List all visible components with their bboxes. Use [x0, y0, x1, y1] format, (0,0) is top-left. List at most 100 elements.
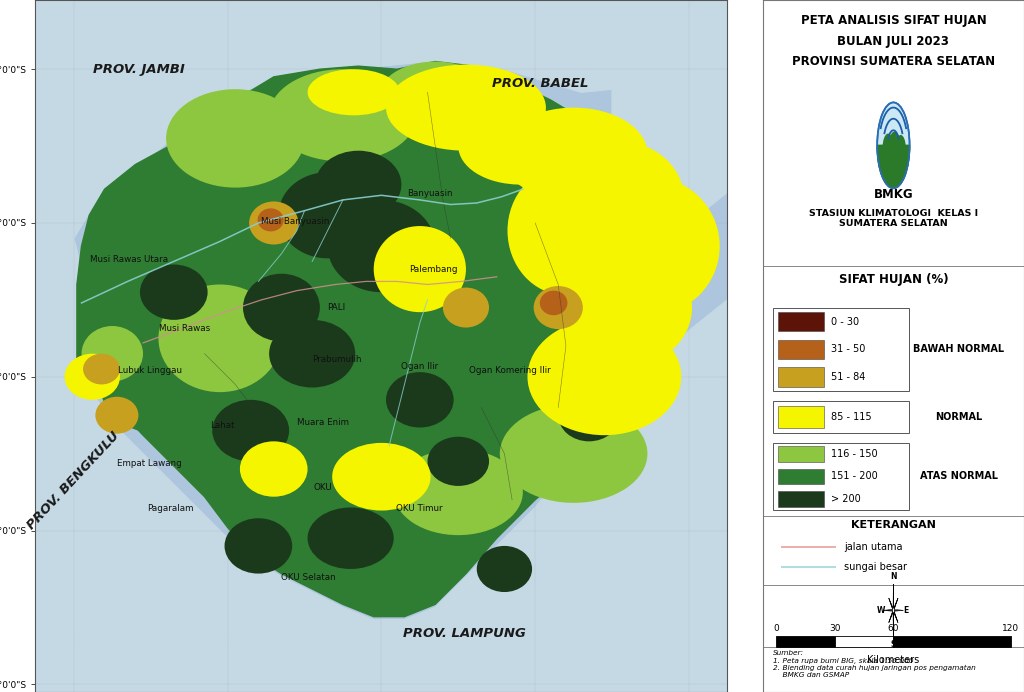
Ellipse shape	[140, 264, 208, 320]
Bar	[778, 491, 824, 507]
Polygon shape	[893, 599, 898, 610]
Polygon shape	[893, 599, 898, 610]
Ellipse shape	[459, 108, 582, 185]
Polygon shape	[878, 145, 909, 188]
Polygon shape	[36, 238, 282, 653]
Ellipse shape	[328, 200, 435, 292]
Ellipse shape	[540, 291, 567, 316]
Ellipse shape	[386, 372, 454, 428]
Bar	[893, 636, 1011, 647]
Text: PROVINSI SUMATERA SELATAN: PROVINSI SUMATERA SELATAN	[792, 55, 995, 69]
Text: OKU Selatan: OKU Selatan	[282, 573, 336, 583]
Ellipse shape	[249, 201, 298, 244]
Text: W: W	[878, 606, 886, 615]
Ellipse shape	[224, 518, 292, 574]
Ellipse shape	[220, 180, 389, 327]
Polygon shape	[889, 599, 893, 610]
Circle shape	[878, 102, 909, 188]
Ellipse shape	[508, 166, 625, 295]
Ellipse shape	[240, 441, 307, 497]
Ellipse shape	[270, 464, 399, 551]
Text: OKU: OKU	[313, 483, 332, 493]
Text: Lahat: Lahat	[210, 421, 234, 430]
Text: 120: 120	[1002, 624, 1020, 633]
Ellipse shape	[582, 177, 720, 316]
Text: Kilometers: Kilometers	[867, 655, 920, 665]
Bar	[778, 340, 824, 359]
Text: 31 - 50: 31 - 50	[830, 345, 865, 354]
Text: N: N	[890, 572, 897, 581]
Ellipse shape	[166, 89, 304, 188]
Text: PROV. JAMBI: PROV. JAMBI	[93, 63, 185, 75]
Text: 60: 60	[888, 624, 899, 633]
Ellipse shape	[527, 318, 681, 435]
Bar	[778, 312, 824, 331]
Polygon shape	[77, 62, 643, 617]
Text: KETERANGAN: KETERANGAN	[851, 520, 936, 530]
Text: Banyuasin: Banyuasin	[408, 189, 453, 199]
Ellipse shape	[328, 116, 435, 192]
Text: 0: 0	[773, 624, 778, 633]
Ellipse shape	[297, 318, 435, 435]
Text: PETA ANALISIS SIFAT HUJAN: PETA ANALISIS SIFAT HUJAN	[801, 14, 986, 27]
Ellipse shape	[443, 288, 489, 327]
Bar	[776, 636, 835, 647]
Text: jalan utama: jalan utama	[844, 542, 902, 552]
Polygon shape	[884, 610, 893, 611]
Ellipse shape	[534, 286, 583, 329]
Ellipse shape	[159, 284, 282, 392]
Text: 85 - 115: 85 - 115	[830, 412, 871, 422]
Text: Prabumulih: Prabumulih	[311, 355, 361, 365]
Text: Muara Enim: Muara Enim	[297, 417, 348, 427]
Ellipse shape	[428, 437, 489, 486]
Polygon shape	[612, 0, 727, 223]
Text: sungai besar: sungai besar	[844, 563, 907, 572]
Text: Ogan Komering Ilir: Ogan Komering Ilir	[469, 365, 550, 375]
Bar	[773, 401, 909, 432]
Ellipse shape	[555, 141, 684, 258]
Text: Musi Banyuasin: Musi Banyuasin	[261, 217, 329, 226]
Text: Empat Lawang: Empat Lawang	[117, 459, 182, 468]
Polygon shape	[893, 610, 903, 611]
Polygon shape	[893, 610, 898, 622]
Text: BULAN JULI 2023: BULAN JULI 2023	[838, 35, 949, 48]
Text: BAWAH NORMAL: BAWAH NORMAL	[913, 345, 1005, 354]
Bar	[778, 406, 824, 428]
Ellipse shape	[477, 546, 532, 592]
Ellipse shape	[500, 404, 647, 503]
Text: PROV. BABEL: PROV. BABEL	[493, 77, 589, 89]
Bar	[773, 443, 909, 510]
Ellipse shape	[95, 397, 138, 434]
Text: ATAS NORMAL: ATAS NORMAL	[920, 471, 997, 482]
Text: 116 - 150: 116 - 150	[830, 449, 878, 459]
Ellipse shape	[307, 507, 393, 569]
Text: 51 - 84: 51 - 84	[830, 372, 865, 382]
Ellipse shape	[315, 151, 401, 219]
Text: Musi Rawas Utara: Musi Rawas Utara	[90, 255, 168, 264]
Ellipse shape	[377, 62, 494, 138]
Text: Palembang: Palembang	[409, 265, 458, 275]
Bar	[778, 367, 824, 387]
Circle shape	[883, 134, 894, 164]
Text: Musi Rawas: Musi Rawas	[159, 324, 210, 334]
Ellipse shape	[154, 185, 270, 277]
Text: 151 - 200: 151 - 200	[830, 471, 878, 482]
Ellipse shape	[393, 449, 523, 535]
Ellipse shape	[307, 69, 399, 116]
Text: E: E	[903, 606, 908, 615]
Ellipse shape	[279, 172, 377, 258]
Text: Lubuk Linggau: Lubuk Linggau	[118, 365, 181, 375]
Polygon shape	[889, 610, 893, 622]
Text: 30: 30	[828, 624, 841, 633]
Text: PROV. LAMPUNG: PROV. LAMPUNG	[403, 627, 526, 639]
Ellipse shape	[374, 226, 466, 312]
Text: STASIUN KLIMATOLOGI  KELAS I
SUMATERA SELATAN: STASIUN KLIMATOLOGI KELAS I SUMATERA SEL…	[809, 209, 978, 228]
Polygon shape	[893, 610, 898, 622]
Ellipse shape	[212, 400, 289, 462]
Ellipse shape	[493, 307, 609, 400]
Text: PROV. BENGKULU: PROV. BENGKULU	[25, 430, 122, 532]
Text: S: S	[891, 639, 896, 648]
Circle shape	[888, 131, 901, 166]
Bar	[778, 446, 824, 462]
Bar	[835, 636, 893, 647]
